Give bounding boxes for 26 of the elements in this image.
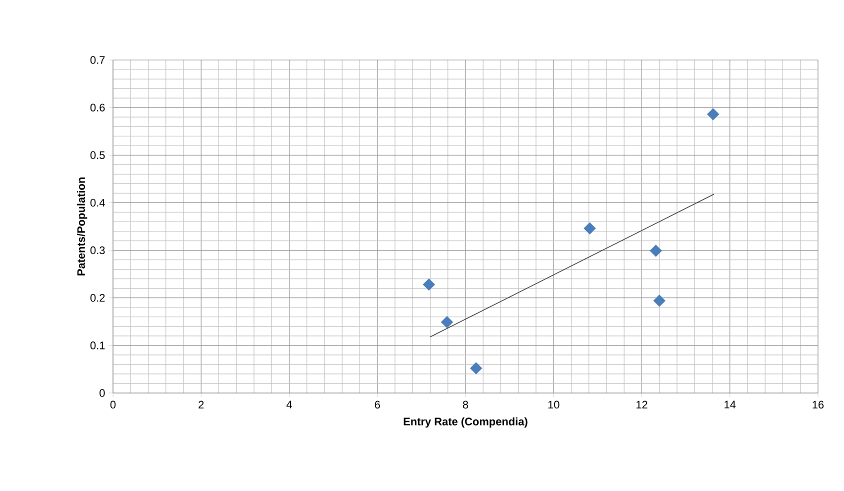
x-tick-label: 16 — [812, 400, 824, 409]
y-tick-label: 0.4 — [90, 198, 105, 207]
point — [584, 222, 596, 235]
y-tick-label: 0.7 — [90, 56, 105, 64]
y-tick-label: 0.1 — [90, 342, 105, 350]
x-axis-title: Entry Rate (Compendia) — [404, 417, 528, 428]
y-tick-label: 0.2 — [90, 294, 105, 302]
point — [470, 362, 482, 374]
y-tick-label: 0 — [100, 389, 105, 397]
y-tick-label: 0.3 — [90, 246, 105, 254]
point — [707, 108, 720, 120]
point — [650, 244, 662, 257]
x-tick-label: 12 — [636, 400, 648, 408]
point — [653, 294, 666, 307]
y-axis-title: Patents/Population — [76, 178, 88, 276]
x-tick-label: 8 — [462, 400, 468, 409]
x-tick-label: 2 — [198, 400, 204, 408]
x-tick-label: 10 — [548, 400, 560, 409]
y-tick-label: 0.6 — [90, 104, 105, 112]
y-tick-label: 0.5 — [90, 151, 105, 160]
point — [440, 316, 454, 328]
x-tick-label: 0 — [110, 400, 116, 409]
x-tick-label: 6 — [374, 400, 380, 409]
point — [422, 278, 436, 291]
x-tick-label: 4 — [286, 400, 292, 408]
x-tick-label: 14 — [724, 400, 736, 408]
